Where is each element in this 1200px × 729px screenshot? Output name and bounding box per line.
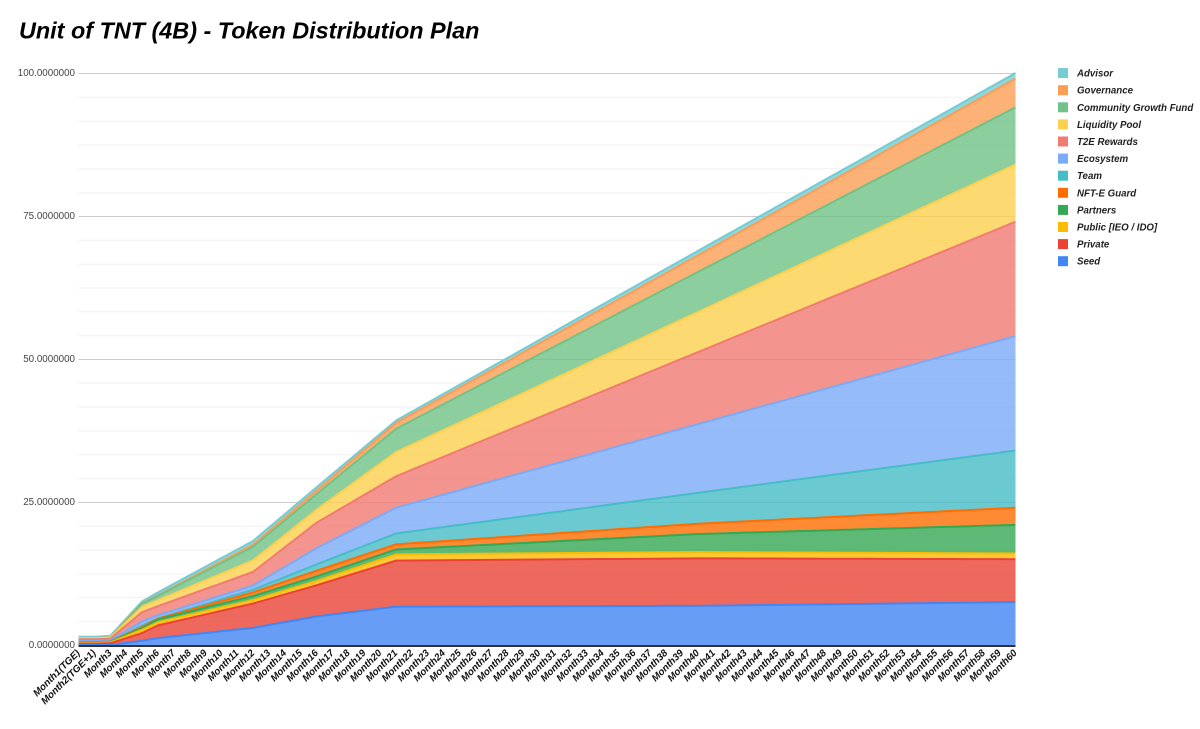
svg-text:Partners: Partners bbox=[1077, 205, 1117, 216]
svg-text:0.0000000: 0.0000000 bbox=[29, 640, 76, 651]
svg-text:Team: Team bbox=[1077, 171, 1102, 182]
svg-text:100.0000000: 100.0000000 bbox=[18, 68, 76, 79]
svg-text:50.0000000: 50.0000000 bbox=[23, 354, 75, 365]
svg-text:T2E Rewards: T2E Rewards bbox=[1077, 137, 1138, 148]
svg-text:Governance: Governance bbox=[1077, 86, 1134, 97]
svg-text:Ecosystem: Ecosystem bbox=[1077, 154, 1129, 165]
svg-text:Private: Private bbox=[1077, 240, 1110, 251]
svg-text:25.0000000: 25.0000000 bbox=[23, 497, 75, 508]
svg-text:Unit of TNT (4B) - Token Distr: Unit of TNT (4B) - Token Distribution Pl… bbox=[19, 18, 479, 44]
svg-text:Advisor: Advisor bbox=[1076, 69, 1114, 80]
svg-text:Liquidity Pool: Liquidity Pool bbox=[1077, 120, 1141, 131]
svg-text:Seed: Seed bbox=[1077, 257, 1101, 268]
svg-text:Community Growth Fund: Community Growth Fund bbox=[1077, 103, 1194, 114]
svg-text:NFT-E Guard: NFT-E Guard bbox=[1077, 188, 1137, 199]
svg-text:75.0000000: 75.0000000 bbox=[23, 211, 75, 222]
svg-text:Public [IEO / IDO]: Public [IEO / IDO] bbox=[1077, 223, 1158, 234]
